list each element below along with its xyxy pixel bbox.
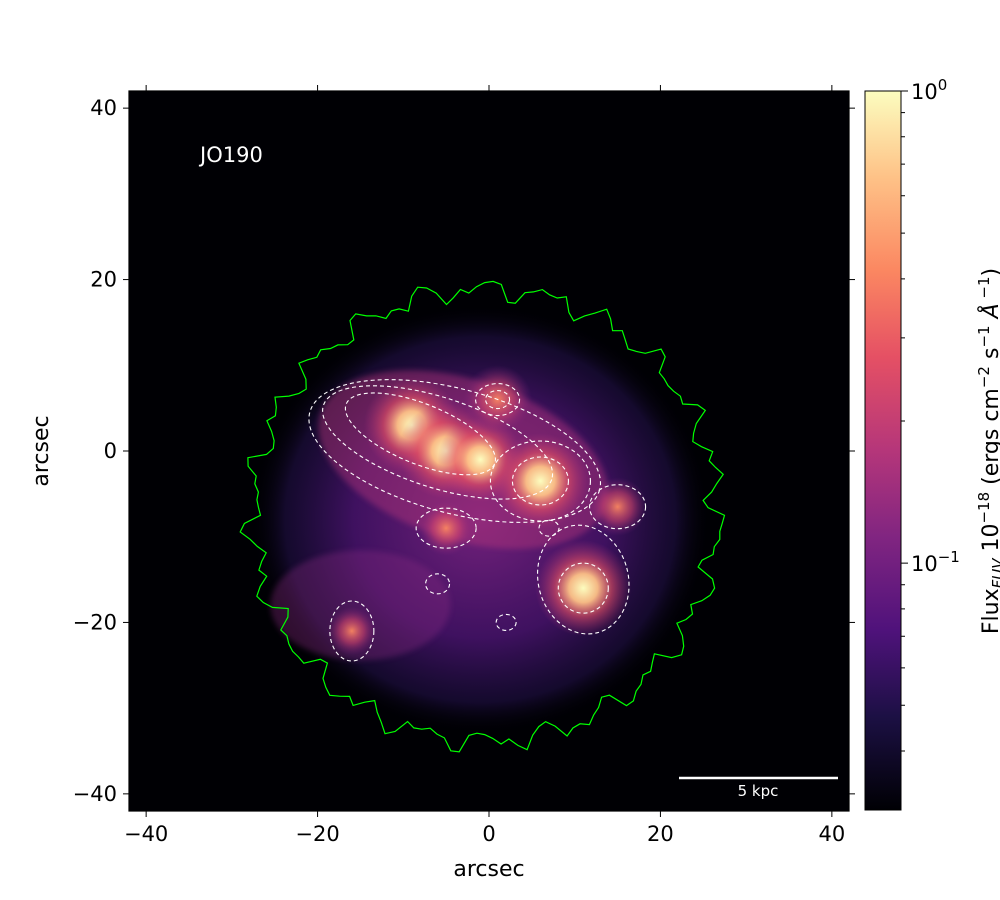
x-tick-label: −20 <box>295 822 339 846</box>
colorbar-label: FluxFUV 10−18 (ergs cm−2 s−1 Å −1) <box>975 268 1000 634</box>
contour-south-center <box>415 507 477 549</box>
source-knot-south-center <box>418 500 474 556</box>
contour-core-inner <box>344 392 496 476</box>
contour-south-east-outer <box>536 524 630 635</box>
y-tick-label: −40 <box>73 782 117 806</box>
colorbar-label-units-a: (ergs cm <box>979 388 1000 492</box>
y-axis-ticks: 40 20 0 −20 −40 <box>73 96 855 806</box>
x-tick-label: 0 <box>482 822 495 846</box>
contour-core-mid <box>322 385 554 500</box>
contour-small-3 <box>538 519 560 537</box>
x-tick-label: 20 <box>647 822 674 846</box>
x-axis-label: arcsec <box>453 857 524 882</box>
diffuse-south-west <box>270 550 451 661</box>
contour-center-right-inner <box>511 456 569 506</box>
colorbar-ticks: 100 10−1 <box>901 76 960 752</box>
colorbar-label-close: ) <box>979 268 1000 277</box>
galaxy-label: JO190 <box>198 143 263 167</box>
emission-map <box>250 304 711 735</box>
y-tick-label: 40 <box>90 96 117 120</box>
flux-contours <box>308 379 647 662</box>
y-tick-label: −20 <box>73 610 117 634</box>
colorbar-label-units-b: s <box>979 348 1000 366</box>
scale-bar-label: 5 kpc <box>738 782 779 800</box>
colorbar-tick-label: 100 <box>911 76 947 104</box>
plot-area <box>128 90 850 812</box>
source-knot-center-right <box>492 433 589 529</box>
colorbar-tick-label: 10−1 <box>911 548 960 576</box>
colorbar-label-exp2: −2 <box>975 366 993 388</box>
source-knot-south-west <box>327 606 377 656</box>
y-tick-label: 0 <box>104 439 117 463</box>
contour-top-outer <box>475 383 521 417</box>
colorbar-label-exp: −18 <box>975 492 993 524</box>
colorbar-label-main: Flux <box>979 588 1000 634</box>
colorbar-label-sub: FUV <box>989 557 1000 589</box>
x-tick-label: −40 <box>124 822 168 846</box>
contour-small-2 <box>495 613 517 631</box>
colorbar-gradient <box>864 90 902 811</box>
colorbar-label-exp4: −1 <box>975 276 993 303</box>
contour-south-west <box>329 600 375 662</box>
contour-south-east-inner <box>557 562 609 614</box>
contour-small-1 <box>425 573 451 595</box>
x-tick-label: 40 <box>818 822 845 846</box>
source-knot-right <box>588 477 647 537</box>
y-tick-label: 20 <box>90 268 117 292</box>
colorbar-label-units-c: Å <box>977 303 1000 325</box>
galaxy-outline-contour <box>239 280 726 753</box>
contour-center-right-outer <box>489 440 591 522</box>
x-axis-ticks: −40 −20 0 20 40 <box>124 85 845 846</box>
colorbar-label-rest: 10 <box>979 524 1000 559</box>
source-knot-south-east <box>535 540 632 637</box>
colorbar-label-exp3: −1 <box>975 325 993 347</box>
contour-right <box>589 484 647 530</box>
contour-top-inner <box>485 390 511 410</box>
y-axis-label: arcsec <box>29 415 54 486</box>
